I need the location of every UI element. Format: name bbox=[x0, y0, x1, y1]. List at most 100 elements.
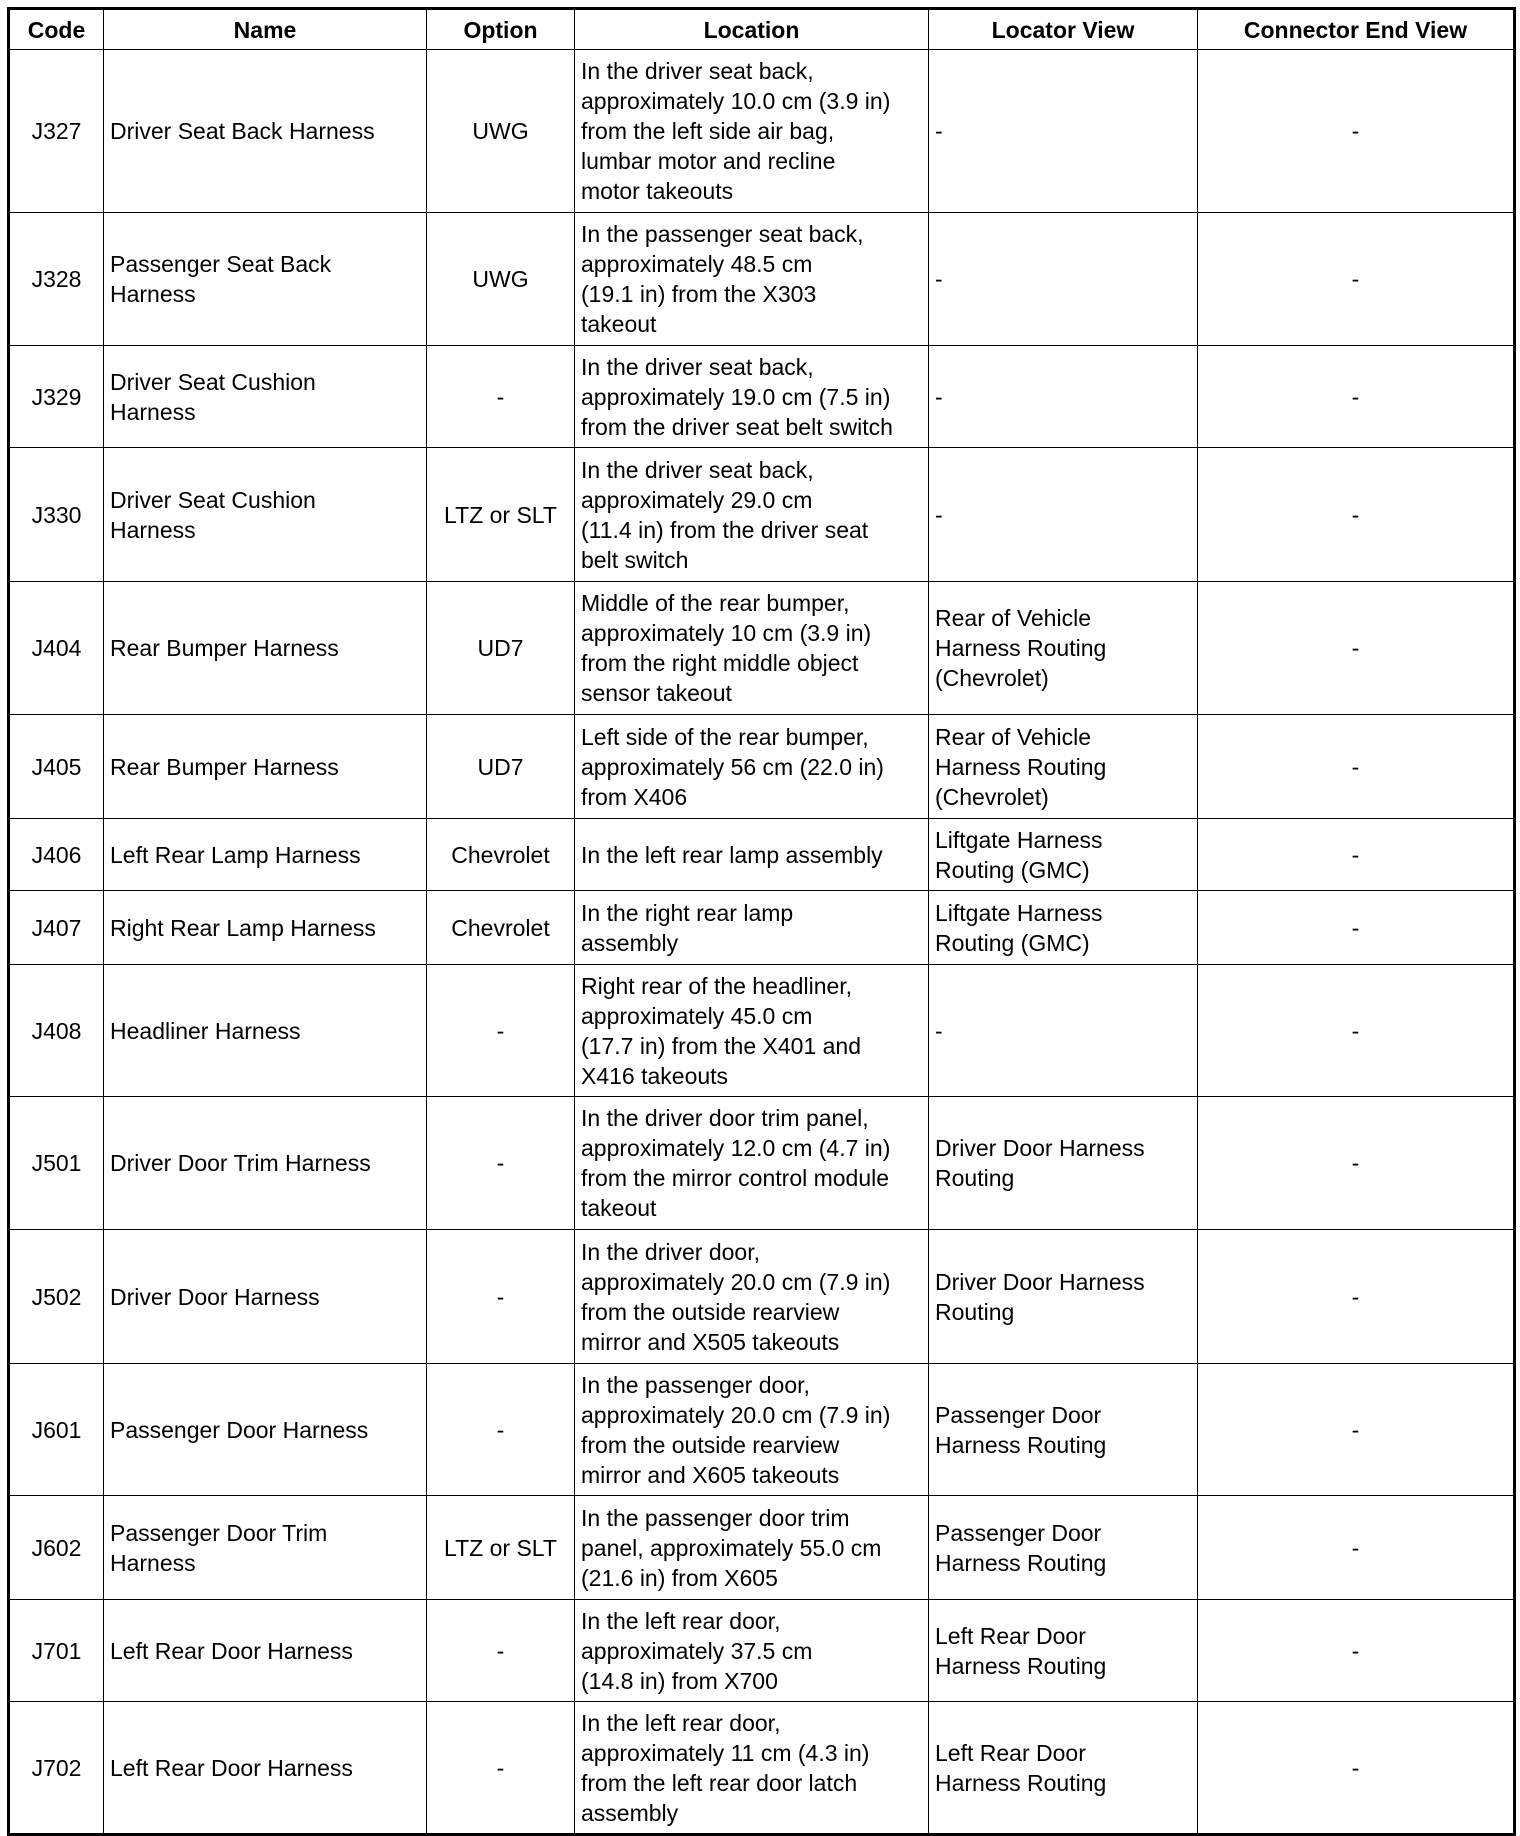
table-row: J327 Driver Seat Back Harness UWG In the dr… bbox=[8, 49, 1515, 213]
cell-locator: Left Rear Door Harness Routing bbox=[928, 1701, 1198, 1835]
cell-option: - bbox=[426, 345, 575, 448]
cell-option: UD7 bbox=[426, 714, 575, 819]
cell-option: - bbox=[426, 1229, 575, 1364]
cell-code: J327 bbox=[8, 49, 104, 213]
cell-locator: Liftgate Harness Routing (GMC) bbox=[928, 890, 1198, 965]
cell-code: J328 bbox=[8, 212, 104, 346]
cell-code: J405 bbox=[8, 714, 104, 819]
header-locator-view: Locator View bbox=[928, 8, 1198, 50]
cell-name: Rear Bumper Harness bbox=[103, 581, 427, 715]
cell-name: Left Rear Door Harness bbox=[103, 1599, 427, 1702]
cell-locator: Rear of Vehicle Harness Routing (Chevrol… bbox=[928, 581, 1198, 715]
cell-connector: - bbox=[1197, 1229, 1515, 1364]
table-row: J501 Driver Door Trim Harness - In the driv… bbox=[8, 1096, 1515, 1230]
cell-name: Passenger Seat Back Harness bbox=[103, 212, 427, 346]
cell-locator: Passenger Door Harness Routing bbox=[928, 1495, 1198, 1600]
cell-option: - bbox=[426, 1363, 575, 1496]
connector-table: Code Name Option Location Locator View C… bbox=[7, 7, 1516, 1836]
cell-connector: - bbox=[1197, 1599, 1515, 1702]
cell-name: Headliner Harness bbox=[103, 964, 427, 1097]
cell-option: LTZ or SLT bbox=[426, 1495, 575, 1600]
cell-locator: - bbox=[928, 345, 1198, 448]
cell-code: J408 bbox=[8, 964, 104, 1097]
table-row: J329 Driver Seat Cushion Harness - In the d… bbox=[8, 345, 1515, 448]
cell-locator: Left Rear Door Harness Routing bbox=[928, 1599, 1198, 1702]
cell-connector: - bbox=[1197, 447, 1515, 582]
cell-connector: - bbox=[1197, 1701, 1515, 1835]
cell-connector: - bbox=[1197, 345, 1515, 448]
cell-name: Driver Seat Cushion Harness bbox=[103, 447, 427, 582]
cell-connector: - bbox=[1197, 1495, 1515, 1600]
table-row: J701 Left Rear Door Harness - In the left r… bbox=[8, 1599, 1515, 1702]
cell-locator: Passenger Door Harness Routing bbox=[928, 1363, 1198, 1496]
table-row: J702 Left Rear Door Harness - In the left r… bbox=[8, 1701, 1515, 1835]
table-row: J602 Passenger Door Trim Harness LTZ or SL… bbox=[8, 1495, 1515, 1600]
header-name: Name bbox=[103, 8, 427, 50]
cell-connector: - bbox=[1197, 1363, 1515, 1496]
cell-option: - bbox=[426, 1096, 575, 1230]
table-row: J407 Right Rear Lamp Harness Chevrolet In t… bbox=[8, 890, 1515, 965]
cell-locator: Liftgate Harness Routing (GMC) bbox=[928, 818, 1198, 891]
cell-code: J406 bbox=[8, 818, 104, 891]
cell-option: UWG bbox=[426, 49, 575, 213]
cell-connector: - bbox=[1197, 49, 1515, 213]
cell-location: In the driver seat back, approximately 2… bbox=[574, 447, 929, 582]
cell-location: Left side of the rear bumper, approximat… bbox=[574, 714, 929, 819]
table-row: J328 Passenger Seat Back Harness UWG In the… bbox=[8, 212, 1515, 346]
table-row: J601 Passenger Door Harness - In the passen… bbox=[8, 1363, 1515, 1496]
cell-locator: - bbox=[928, 49, 1198, 213]
cell-location: In the passenger seat back, approximatel… bbox=[574, 212, 929, 346]
table-row: J330 Driver Seat Cushion Harness LTZ or SL… bbox=[8, 447, 1515, 582]
cell-locator: Rear of Vehicle Harness Routing (Chevrol… bbox=[928, 714, 1198, 819]
cell-code: J329 bbox=[8, 345, 104, 448]
header-option: Option bbox=[426, 8, 575, 50]
cell-location: In the left rear door, approximately 11 … bbox=[574, 1701, 929, 1835]
cell-location: In the driver door trim panel, approxima… bbox=[574, 1096, 929, 1230]
table-row: J502 Driver Door Harness - In the driver do… bbox=[8, 1229, 1515, 1364]
cell-option: - bbox=[426, 964, 575, 1097]
cell-code: J407 bbox=[8, 890, 104, 965]
cell-locator: - bbox=[928, 964, 1198, 1097]
header-row: Code Name Option Location Locator View C… bbox=[8, 8, 1515, 50]
table-row: J404 Rear Bumper Harness UD7 Middle of the … bbox=[8, 581, 1515, 715]
cell-connector: - bbox=[1197, 890, 1515, 965]
cell-name: Passenger Door Trim Harness bbox=[103, 1495, 427, 1600]
cell-location: In the right rear lamp assembly bbox=[574, 890, 929, 965]
table-row: J406 Left Rear Lamp Harness Chevrolet In th… bbox=[8, 818, 1515, 891]
cell-location: Middle of the rear bumper, approximately… bbox=[574, 581, 929, 715]
cell-code: J404 bbox=[8, 581, 104, 715]
cell-code: J501 bbox=[8, 1096, 104, 1230]
table-row: J405 Rear Bumper Harness UD7 Left side of t… bbox=[8, 714, 1515, 819]
cell-code: J702 bbox=[8, 1701, 104, 1835]
cell-code: J330 bbox=[8, 447, 104, 582]
cell-location: In the left rear lamp assembly bbox=[574, 818, 929, 891]
cell-connector: - bbox=[1197, 1096, 1515, 1230]
header-code: Code bbox=[8, 8, 104, 50]
cell-location: Right rear of the headliner, approximate… bbox=[574, 964, 929, 1097]
cell-connector: - bbox=[1197, 964, 1515, 1097]
cell-code: J601 bbox=[8, 1363, 104, 1496]
cell-name: Rear Bumper Harness bbox=[103, 714, 427, 819]
cell-connector: - bbox=[1197, 581, 1515, 715]
cell-locator: - bbox=[928, 212, 1198, 346]
cell-locator: Driver Door Harness Routing bbox=[928, 1229, 1198, 1364]
cell-code: J502 bbox=[8, 1229, 104, 1364]
cell-name: Driver Door Harness bbox=[103, 1229, 427, 1364]
cell-code: J602 bbox=[8, 1495, 104, 1600]
cell-name: Left Rear Lamp Harness bbox=[103, 818, 427, 891]
cell-location: In the driver seat back, approximately 1… bbox=[574, 49, 929, 213]
cell-code: J701 bbox=[8, 1599, 104, 1702]
cell-option: - bbox=[426, 1599, 575, 1702]
cell-option: Chevrolet bbox=[426, 818, 575, 891]
cell-location: In the left rear door, approximately 37.… bbox=[574, 1599, 929, 1702]
cell-name: Driver Seat Back Harness bbox=[103, 49, 427, 213]
table-row: J408 Headliner Harness - Right rear of the … bbox=[8, 964, 1515, 1097]
cell-location: In the passenger door, approximately 20.… bbox=[574, 1363, 929, 1496]
cell-name: Driver Seat Cushion Harness bbox=[103, 345, 427, 448]
cell-name: Passenger Door Harness bbox=[103, 1363, 427, 1496]
cell-connector: - bbox=[1197, 818, 1515, 891]
header-connector-end-view: Connector End View bbox=[1197, 8, 1515, 50]
cell-option: - bbox=[426, 1701, 575, 1835]
cell-option: Chevrolet bbox=[426, 890, 575, 965]
cell-connector: - bbox=[1197, 714, 1515, 819]
